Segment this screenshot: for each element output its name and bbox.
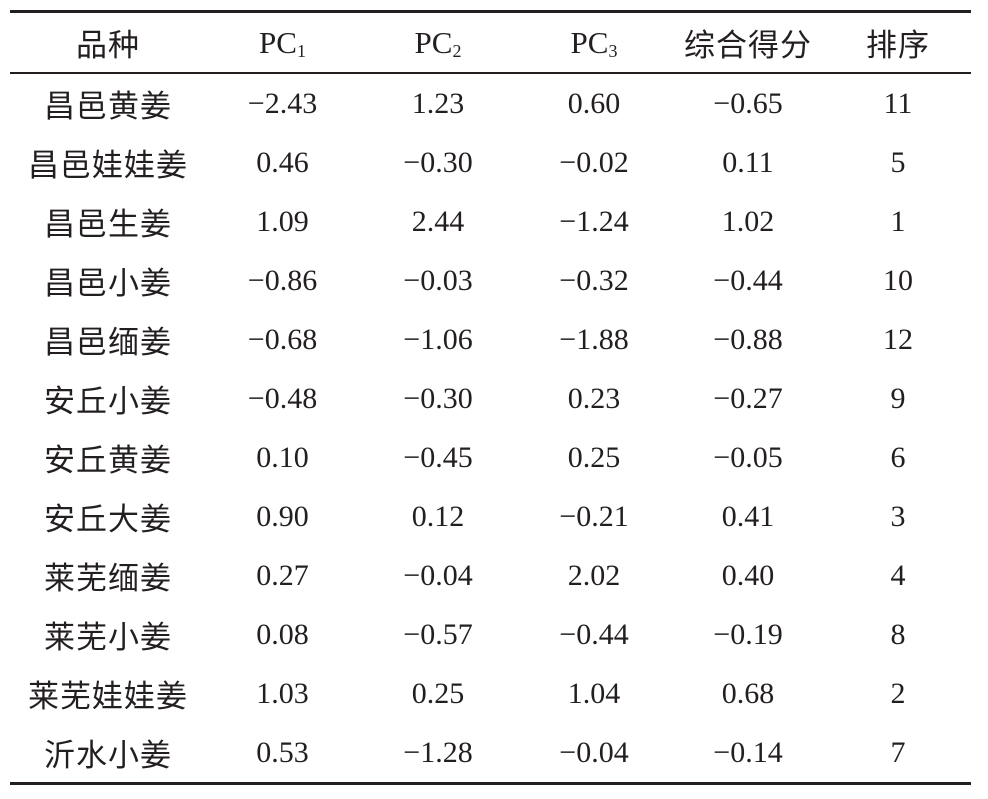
cell-pc1: 0.10 bbox=[256, 440, 309, 474]
cell-rank: 8 bbox=[890, 617, 906, 651]
table-row: 昌邑缅姜 −0.68 −1.06 −1.88 −0.88 12 bbox=[10, 310, 971, 369]
cell-variety: 安丘小姜 bbox=[44, 384, 172, 420]
header-variety: 品种 bbox=[76, 28, 140, 64]
cell-pc1: 0.08 bbox=[256, 617, 309, 651]
cell-composite-score: 0.40 bbox=[721, 558, 775, 592]
cell-pc1: −0.48 bbox=[247, 381, 318, 415]
cell-pc2: 1.23 bbox=[411, 86, 465, 120]
cell-pc3: 0.60 bbox=[567, 86, 621, 120]
table-row: 安丘大姜 0.90 0.12 −0.21 0.41 3 bbox=[10, 487, 971, 546]
cell-rank: 5 bbox=[890, 145, 906, 179]
cell-pc1: 1.03 bbox=[256, 676, 309, 710]
cell-pc3: −0.02 bbox=[559, 145, 629, 179]
header-composite-score: 综合得分 bbox=[684, 28, 812, 64]
table-row: 昌邑生姜 1.09 2.44 −1.24 1.02 1 bbox=[10, 192, 971, 251]
table-body: 昌邑黄姜 −2.43 1.23 0.60 −0.65 11 昌邑娃娃姜 0.46 −0.30 −0… bbox=[10, 74, 971, 782]
header-pc1: PC1 bbox=[259, 24, 306, 61]
cell-pc2: 0.12 bbox=[411, 499, 465, 533]
cell-rank: 10 bbox=[883, 263, 913, 297]
cell-composite-score: 0.68 bbox=[721, 676, 775, 710]
cell-pc3: −0.44 bbox=[559, 617, 629, 651]
cell-pc3: −0.04 bbox=[559, 735, 629, 769]
table-row: 莱芜小姜 0.08 −0.57 −0.44 −0.19 8 bbox=[10, 605, 971, 664]
cell-rank: 2 bbox=[890, 676, 906, 710]
cell-composite-score: −0.65 bbox=[713, 86, 783, 120]
cell-pc1: 0.53 bbox=[256, 735, 309, 769]
cell-pc3: −0.21 bbox=[559, 499, 629, 533]
table-row: 昌邑小姜 −0.86 −0.03 −0.32 −0.44 10 bbox=[10, 251, 971, 310]
cell-rank: 1 bbox=[890, 204, 906, 238]
cell-rank: 11 bbox=[883, 86, 913, 120]
table-row: 昌邑娃娃姜 0.46 −0.30 −0.02 0.11 5 bbox=[10, 133, 971, 192]
cell-rank: 4 bbox=[890, 558, 906, 592]
data-table-body: 昌邑黄姜 −2.43 1.23 0.60 −0.65 11 昌邑娃娃姜 0.46 −0.30 −0… bbox=[10, 74, 971, 782]
table-header-rule bbox=[10, 72, 971, 74]
header-pc3: PC3 bbox=[570, 24, 618, 61]
cell-pc3: 0.25 bbox=[567, 440, 621, 474]
cell-pc2: −0.04 bbox=[403, 558, 473, 592]
cell-variety: 安丘大姜 bbox=[44, 502, 172, 538]
cell-composite-score: −0.27 bbox=[713, 381, 783, 415]
cell-pc1: −0.86 bbox=[247, 263, 318, 297]
cell-pc3: −0.32 bbox=[559, 263, 629, 297]
cell-composite-score: −0.19 bbox=[713, 617, 783, 651]
cell-pc1: −2.43 bbox=[247, 86, 318, 120]
table-top-rule bbox=[10, 10, 971, 13]
cell-rank: 7 bbox=[890, 735, 906, 769]
cell-pc2: −1.06 bbox=[403, 322, 473, 356]
cell-composite-score: 1.02 bbox=[721, 204, 775, 238]
table-bottom-rule bbox=[10, 782, 971, 785]
cell-composite-score: −0.44 bbox=[713, 263, 783, 297]
data-table: 品种 PC1 PC2 PC3 综合得分 排序 bbox=[10, 13, 971, 72]
cell-variety: 莱芜娃娃姜 bbox=[28, 679, 188, 715]
cell-pc2: −0.03 bbox=[403, 263, 473, 297]
cell-pc3: 2.02 bbox=[567, 558, 621, 592]
cell-variety: 昌邑娃娃姜 bbox=[28, 148, 188, 184]
cell-composite-score: −0.88 bbox=[713, 322, 783, 356]
cell-pc2: −0.30 bbox=[403, 145, 473, 179]
cell-composite-score: −0.14 bbox=[713, 735, 783, 769]
table-row: 莱芜缅姜 0.27 −0.04 2.02 0.40 4 bbox=[10, 546, 971, 605]
cell-composite-score: −0.05 bbox=[713, 440, 783, 474]
cell-pc1: 0.46 bbox=[256, 145, 309, 179]
cell-variety: 安丘黄姜 bbox=[44, 443, 172, 479]
cell-pc1: −0.68 bbox=[247, 322, 318, 356]
cell-variety: 沂水小姜 bbox=[44, 738, 172, 774]
cell-variety: 昌邑缅姜 bbox=[44, 325, 172, 361]
cell-variety: 莱芜缅姜 bbox=[44, 561, 172, 597]
header-rank: 排序 bbox=[866, 28, 930, 64]
cell-composite-score: 0.11 bbox=[722, 145, 774, 179]
cell-composite-score: 0.41 bbox=[721, 499, 775, 533]
cell-pc1: 0.90 bbox=[256, 499, 309, 533]
cell-variety: 昌邑生姜 bbox=[44, 207, 172, 243]
cell-pc3: 1.04 bbox=[567, 676, 621, 710]
cell-variety: 昌邑黄姜 bbox=[44, 89, 172, 125]
cell-pc2: 2.44 bbox=[411, 204, 465, 238]
cell-pc2: −0.57 bbox=[403, 617, 473, 651]
table-row: 昌邑黄姜 −2.43 1.23 0.60 −0.65 11 bbox=[10, 74, 971, 133]
cell-pc3: −1.88 bbox=[559, 322, 629, 356]
cell-pc3: −1.24 bbox=[559, 204, 629, 238]
table-row: 安丘黄姜 0.10 −0.45 0.25 −0.05 6 bbox=[10, 428, 971, 487]
cell-pc2: 0.25 bbox=[411, 676, 465, 710]
cell-variety: 莱芜小姜 bbox=[44, 620, 172, 656]
cell-pc2: −0.45 bbox=[403, 440, 473, 474]
cell-rank: 6 bbox=[890, 440, 906, 474]
cell-rank: 9 bbox=[890, 381, 906, 415]
data-table-container: 品种 PC1 PC2 PC3 综合得分 排序 昌邑黄姜 −2.43 1.23 0.60… bbox=[10, 10, 971, 785]
table-row: 安丘小姜 −0.48 −0.30 0.23 −0.27 9 bbox=[10, 369, 971, 428]
header-pc2: PC2 bbox=[414, 24, 462, 61]
cell-pc3: 0.23 bbox=[567, 381, 621, 415]
cell-pc2: −1.28 bbox=[403, 735, 473, 769]
cell-rank: 12 bbox=[883, 322, 913, 356]
cell-rank: 3 bbox=[890, 499, 906, 533]
table-row: 沂水小姜 0.53 −1.28 −0.04 −0.14 7 bbox=[10, 723, 971, 782]
cell-pc1: 1.09 bbox=[256, 204, 309, 238]
table-row: 莱芜娃娃姜 1.03 0.25 1.04 0.68 2 bbox=[10, 664, 971, 723]
table-header-row: 品种 PC1 PC2 PC3 综合得分 排序 bbox=[10, 13, 971, 72]
cell-pc1: 0.27 bbox=[256, 558, 309, 592]
cell-pc2: −0.30 bbox=[403, 381, 473, 415]
cell-variety: 昌邑小姜 bbox=[44, 266, 172, 302]
